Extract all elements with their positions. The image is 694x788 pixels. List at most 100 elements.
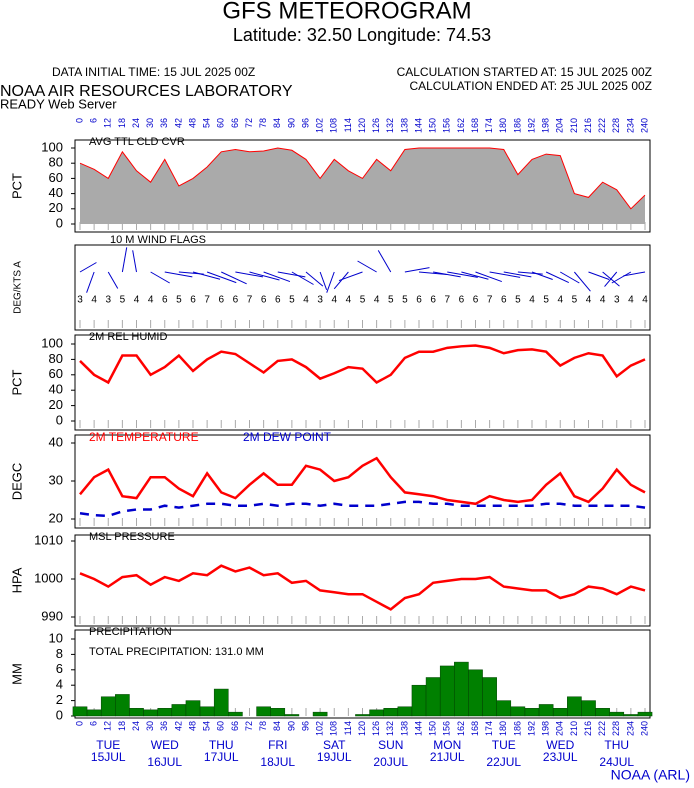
bar [425, 677, 441, 717]
wind-flag [357, 260, 377, 273]
hour-label-bottom: 66 [230, 721, 240, 731]
hour-label-top: 108 [329, 118, 339, 133]
wind-speed: 4 [600, 295, 606, 306]
hour-label-bottom: 12 [103, 721, 113, 731]
hour-label-bottom: 84 [272, 721, 282, 731]
series-line [79, 564, 646, 611]
wind-flag [107, 271, 119, 289]
hour-label-bottom: 42 [173, 721, 183, 731]
wind-speed: 4 [529, 295, 535, 306]
wind-flag [86, 271, 95, 293]
bar [228, 711, 243, 717]
hour-label-top: 150 [428, 118, 438, 133]
wind-flag [503, 271, 532, 278]
day-date: 17JUL [204, 750, 239, 764]
wind-flag [121, 247, 128, 273]
day-date: 20JUL [373, 755, 408, 769]
hour-label-top: 180 [498, 118, 508, 133]
title: GFS METEOROGRAM [222, 0, 471, 24]
bar [397, 706, 413, 717]
hour-label-top: 78 [258, 118, 268, 128]
panel-title: 10 M WIND FLAGS [110, 234, 206, 246]
hour-label-top: 54 [202, 118, 212, 128]
y-axis-label: HPA [9, 567, 24, 593]
y-tick-label: 60 [49, 170, 63, 185]
wind-flag [221, 271, 247, 285]
calc-started: CALCULATION STARTED AT: 15 JUL 2025 00Z [397, 65, 652, 79]
day-date: 19JUL [317, 750, 352, 764]
hour-label-bottom: 30 [145, 721, 155, 731]
bar [482, 677, 497, 717]
wind-speed: 4 [628, 295, 634, 306]
hour-label-bottom: 24 [131, 721, 141, 731]
bar [143, 709, 158, 717]
hour-label-bottom: 132 [385, 721, 395, 736]
wind-flag [517, 271, 543, 275]
legend-label: 2M DEW POINT [243, 430, 332, 444]
day-date: 24JUL [599, 755, 634, 769]
day-name: SAT [323, 738, 346, 752]
hour-label-top: 216 [583, 118, 593, 133]
wind-flag [150, 271, 170, 284]
hour-label-bottom: 150 [428, 721, 438, 736]
wind-speed: 5 [402, 295, 408, 306]
hour-label-top: 30 [145, 118, 155, 128]
hour-label-top: 0 [74, 118, 84, 123]
y-tick-label: 990 [41, 608, 63, 623]
y-tick-label: 60 [49, 366, 63, 381]
wind-speed: 6 [261, 295, 267, 306]
wind-speed: 6 [459, 295, 465, 306]
bar [115, 694, 130, 717]
y-tick-label: 20 [49, 510, 63, 525]
wind-flag [326, 271, 335, 293]
bar [411, 684, 427, 717]
hour-label-top: 228 [611, 118, 621, 133]
day-name: TUE [492, 738, 516, 752]
hour-label-top: 84 [272, 118, 282, 128]
day-name: SUN [378, 738, 403, 752]
hour-label-top: 222 [597, 118, 607, 133]
hour-label-top: 60 [216, 118, 226, 128]
y-tick-label: 100 [41, 139, 63, 154]
hour-label-bottom: 222 [597, 721, 607, 736]
wind-speed: 6 [275, 295, 281, 306]
hour-label-top: 96 [300, 118, 310, 128]
day-name: THU [209, 738, 234, 752]
area [80, 148, 645, 224]
y-tick-label: 6 [56, 661, 63, 676]
hour-label-top: 42 [173, 118, 183, 128]
wind-speed: 5 [572, 295, 578, 306]
init-time: DATA INITIAL TIME: 15 JUL 2025 00Z [52, 65, 255, 79]
hour-label-bottom: 102 [315, 721, 325, 736]
hour-label-top: 90 [286, 118, 296, 128]
wind-speed: 5 [120, 295, 126, 306]
wind-speed: 6 [430, 295, 436, 306]
wind-flag [588, 271, 610, 280]
wind-speed: 5 [515, 295, 521, 306]
y-tick-label: 30 [49, 472, 63, 487]
location: Latitude: 32.50 Longitude: 74.53 [233, 25, 491, 45]
wind-speed: 4 [586, 295, 592, 306]
hour-label-bottom: 192 [526, 721, 536, 736]
bar [199, 706, 215, 717]
series-line [79, 500, 646, 518]
bar [496, 700, 512, 717]
hour-label-bottom: 144 [413, 721, 423, 736]
wind-flag [489, 271, 521, 278]
y-tick-label: 8 [56, 646, 63, 661]
y-tick-label: 2 [56, 692, 63, 707]
wind-speed: 5 [176, 295, 182, 306]
hour-label-top: 6 [89, 118, 99, 123]
panel-title: AVG TTL CLD CVR [89, 136, 185, 148]
day-name: TUE [96, 738, 120, 752]
wind-speed: 6 [218, 295, 224, 306]
day-date: 15JUL [91, 750, 126, 764]
hour-label-bottom: 72 [244, 721, 254, 731]
area-line [79, 147, 646, 210]
panel-title: MSL PRESSURE [89, 531, 175, 543]
wind-flag [604, 271, 618, 287]
panel-frame [74, 334, 651, 431]
bar [567, 696, 582, 717]
wind-flag [573, 271, 591, 292]
bar [595, 708, 610, 717]
